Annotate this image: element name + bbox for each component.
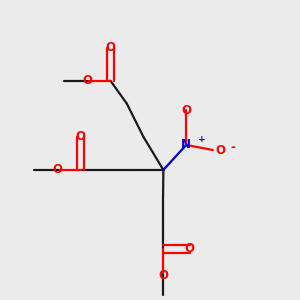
Text: O: O bbox=[106, 41, 116, 54]
Text: O: O bbox=[181, 104, 191, 117]
Text: O: O bbox=[216, 143, 226, 157]
Text: O: O bbox=[158, 269, 168, 282]
Text: O: O bbox=[82, 74, 92, 87]
Text: O: O bbox=[52, 164, 63, 176]
Text: -: - bbox=[230, 140, 236, 154]
Text: O: O bbox=[76, 130, 86, 143]
Text: +: + bbox=[198, 134, 206, 143]
Text: N: N bbox=[181, 138, 191, 152]
Text: O: O bbox=[184, 242, 194, 256]
